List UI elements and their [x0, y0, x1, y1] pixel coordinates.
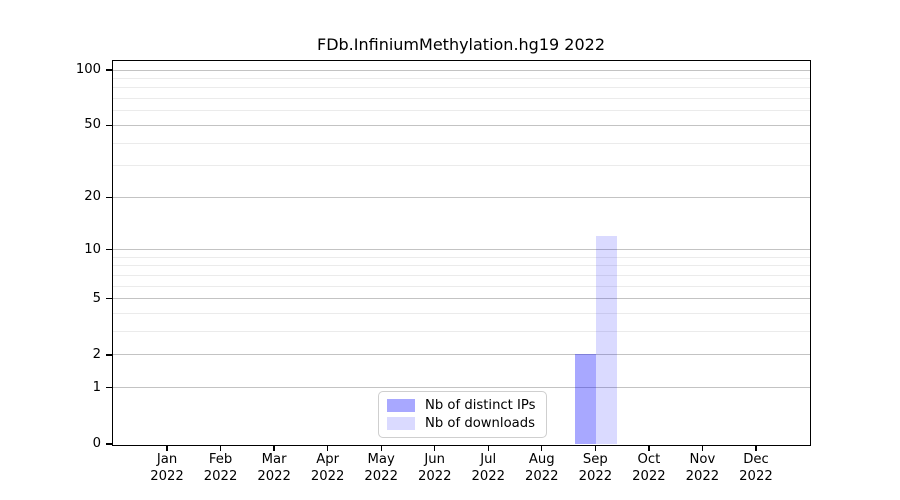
x-tick-year: 2022 [150, 468, 184, 484]
x-tick-mark [648, 446, 650, 451]
x-tick-label: Apr 2022 [296, 452, 360, 485]
x-tick-year: 2022 [417, 468, 452, 484]
y-tick-label: 50 [84, 117, 101, 133]
x-tick-label: Jan 2022 [135, 452, 199, 485]
x-tick-mark [219, 446, 222, 451]
major-gridline [113, 124, 810, 126]
chart-title: FDb.InfiniumMethylation.hg19 2022 [317, 35, 605, 54]
legend-label-downloads: Nb of downloads [425, 415, 535, 431]
x-tick-year: 2022 [310, 468, 345, 484]
x-tick-year: 2022 [471, 468, 506, 484]
minor-gridline [113, 275, 810, 277]
y-tick-label: 10 [84, 241, 101, 257]
y-tick-label: 5 [92, 290, 101, 306]
major-gridline [113, 69, 810, 71]
x-tick-month: Mar [261, 452, 287, 467]
x-tick-year: 2022 [525, 468, 559, 484]
minor-gridline [113, 256, 810, 258]
x-tick-mark [434, 446, 436, 451]
minor-gridline [113, 78, 810, 80]
x-tick-month: Sep [582, 452, 608, 467]
x-tick-label: Nov 2022 [670, 452, 734, 485]
x-tick-year: 2022 [364, 468, 398, 484]
legend-swatch-distinct-ips [387, 399, 415, 413]
legend-swatch-downloads [387, 416, 415, 430]
y-tick-mark [106, 69, 112, 71]
x-tick-year: 2022 [739, 468, 773, 484]
x-tick-year: 2022 [685, 468, 720, 484]
y-tick-mark [106, 196, 112, 198]
x-tick-mark [487, 446, 489, 451]
x-tick-year: 2022 [203, 468, 238, 484]
x-tick-month: Aug [528, 452, 555, 467]
major-gridline [113, 249, 810, 251]
x-tick-label: Feb 2022 [189, 452, 253, 485]
x-tick-label: May 2022 [349, 452, 413, 485]
minor-gridline [113, 142, 810, 144]
y-tick-mark [106, 298, 112, 300]
bar-downloads [596, 235, 618, 444]
x-tick-month: Jan [156, 452, 178, 467]
y-tick-label: 100 [75, 62, 101, 78]
x-tick-month: May [367, 452, 395, 467]
legend-label-distinct-ips: Nb of distinct IPs [425, 398, 536, 414]
major-gridline [113, 196, 810, 198]
x-tick-month: Jun [424, 452, 446, 467]
x-tick-year: 2022 [257, 468, 291, 484]
major-gridline [113, 387, 810, 389]
x-tick-mark [541, 446, 543, 451]
minor-gridline [113, 265, 810, 267]
legend-item-downloads: Nb of downloads [387, 415, 536, 433]
minor-gridline [113, 98, 810, 100]
x-tick-label: Aug 2022 [510, 452, 574, 485]
x-tick-month: Jul [480, 452, 497, 467]
y-tick-label: 1 [92, 379, 101, 395]
x-tick-mark [380, 446, 382, 451]
minor-gridline [113, 87, 810, 89]
minor-gridline [113, 313, 810, 315]
x-tick-mark [273, 446, 275, 451]
minor-gridline [113, 165, 810, 167]
legend: Nb of distinct IPs Nb of downloads [378, 391, 547, 438]
y-tick-label: 20 [84, 189, 101, 205]
y-tick-mark [106, 387, 112, 389]
x-tick-month: Oct [637, 452, 661, 467]
x-tick-label: Mar 2022 [242, 452, 306, 485]
x-tick-label: Jul 2022 [456, 452, 520, 485]
legend-item-distinct-ips: Nb of distinct IPs [387, 397, 536, 415]
x-tick-mark [166, 446, 168, 451]
x-tick-month: Feb [208, 452, 233, 467]
x-tick-label: Jun 2022 [403, 452, 467, 485]
bar-distinct-ips [575, 354, 597, 444]
x-tick-label: Oct 2022 [617, 452, 681, 485]
x-tick-mark [701, 446, 704, 451]
x-tick-year: 2022 [632, 468, 666, 484]
minor-gridline [113, 110, 810, 112]
y-tick-mark [106, 354, 112, 356]
minor-gridline [113, 285, 810, 287]
x-tick-label: Dec 2022 [724, 452, 788, 485]
x-tick-mark [755, 446, 757, 451]
minor-gridline [113, 331, 810, 333]
y-tick-label: 0 [92, 436, 101, 451]
x-tick-month: Dec [743, 452, 769, 467]
x-tick-mark [327, 446, 329, 451]
y-tick-mark [106, 124, 112, 127]
x-tick-label: Sep 2022 [563, 452, 627, 485]
y-tick-mark [106, 443, 112, 445]
major-gridline [113, 298, 810, 300]
plot-area [112, 60, 811, 446]
x-tick-year: 2022 [578, 468, 613, 484]
major-gridline [113, 354, 810, 356]
x-tick-month: Apr [316, 452, 340, 467]
y-tick-label: 2 [92, 346, 101, 362]
x-tick-month: Nov [689, 452, 716, 467]
x-tick-mark [594, 446, 596, 451]
y-tick-mark [106, 249, 112, 251]
